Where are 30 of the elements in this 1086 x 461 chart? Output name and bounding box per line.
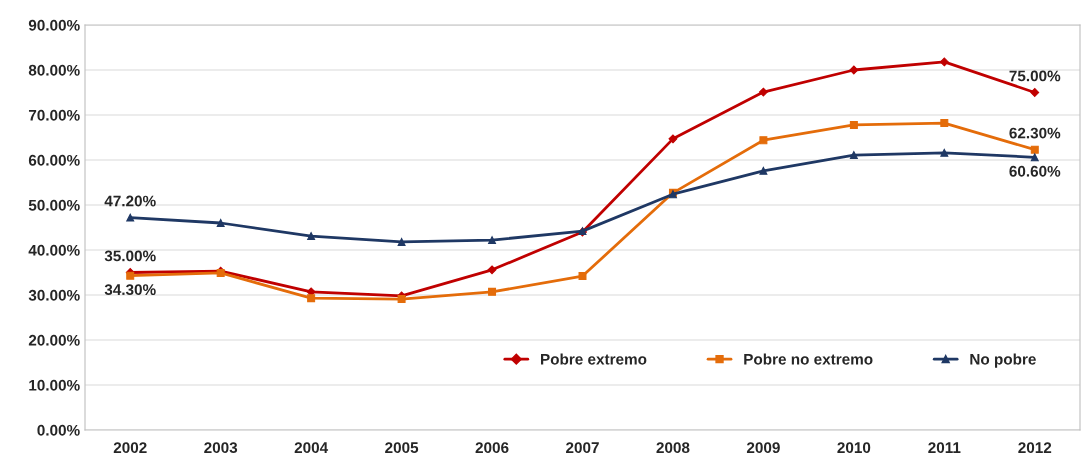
x-tick-label: 2002 xyxy=(113,442,147,454)
y-tick-label: 50.00% xyxy=(28,199,80,211)
x-tick-label: 2007 xyxy=(566,442,599,454)
x-tick-label: 2011 xyxy=(928,442,961,454)
y-tick-label: 60.00% xyxy=(28,154,80,166)
legend-label: Pobre no extremo xyxy=(744,353,873,365)
x-tick-label: 2005 xyxy=(385,442,419,454)
y-tick-label: 20.00% xyxy=(28,334,80,346)
data-label: 75.00% xyxy=(1009,70,1061,82)
data-label: 35.00% xyxy=(104,250,156,262)
data-label: 62.30% xyxy=(1009,127,1061,139)
x-tick-label: 2012 xyxy=(1018,442,1052,454)
y-tick-label: 0.00% xyxy=(37,424,80,436)
legend-label: Pobre extremo xyxy=(541,353,647,365)
data-label: 34.30% xyxy=(104,284,156,296)
x-tick-label: 2009 xyxy=(746,442,780,454)
y-tick-label: 70.00% xyxy=(28,109,80,121)
x-tick-label: 2003 xyxy=(204,442,238,454)
data-label: 60.60% xyxy=(1009,165,1061,177)
x-tick-label: 2008 xyxy=(656,442,690,454)
x-tick-label: 2004 xyxy=(294,442,329,454)
y-tick-label: 10.00% xyxy=(29,379,80,391)
y-tick-label: 30.00% xyxy=(28,289,80,301)
y-tick-label: 80.00% xyxy=(28,64,80,76)
y-tick-label: 40.00% xyxy=(28,244,80,256)
y-tick-label: 90.00% xyxy=(28,19,80,31)
data-label: 47.20% xyxy=(104,195,156,207)
legend-label: No pobre xyxy=(970,353,1036,368)
x-tick-label: 2010 xyxy=(837,442,871,454)
x-tick-label: 2006 xyxy=(475,442,509,454)
